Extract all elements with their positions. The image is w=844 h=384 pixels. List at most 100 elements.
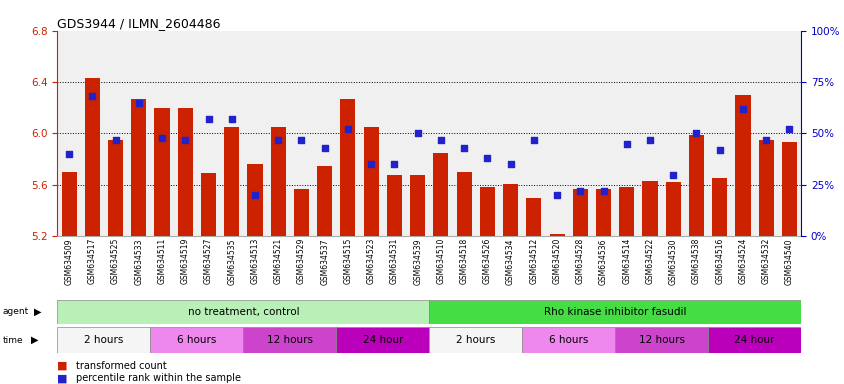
- Text: GSM634523: GSM634523: [366, 238, 376, 285]
- Text: GSM634528: GSM634528: [575, 238, 584, 284]
- Text: GSM634515: GSM634515: [343, 238, 352, 285]
- Point: [619, 141, 633, 147]
- Text: GSM634535: GSM634535: [227, 238, 236, 285]
- Bar: [758, 140, 773, 236]
- Text: GSM634518: GSM634518: [459, 238, 468, 284]
- Bar: [294, 189, 309, 236]
- Bar: [526, 198, 541, 236]
- Bar: [522, 327, 614, 353]
- Text: GSM634514: GSM634514: [621, 238, 630, 285]
- Point: [689, 131, 702, 137]
- Point: [295, 137, 308, 143]
- Text: ▶: ▶: [34, 307, 41, 317]
- Text: GSM634520: GSM634520: [552, 238, 561, 285]
- Bar: [224, 127, 239, 236]
- Text: GSM634517: GSM634517: [88, 238, 97, 285]
- Point: [642, 137, 656, 143]
- Point: [248, 192, 262, 198]
- Bar: [131, 99, 146, 236]
- Bar: [387, 175, 402, 236]
- Text: 2 hours: 2 hours: [84, 335, 123, 345]
- Text: GSM634540: GSM634540: [784, 238, 793, 285]
- Bar: [429, 327, 522, 353]
- Text: agent: agent: [3, 308, 29, 316]
- Text: ▶: ▶: [31, 335, 39, 345]
- Text: GDS3944 / ILMN_2604486: GDS3944 / ILMN_2604486: [57, 17, 220, 30]
- Bar: [707, 327, 800, 353]
- Bar: [270, 127, 285, 236]
- Point: [434, 137, 447, 143]
- Text: 6 hours: 6 hours: [549, 335, 587, 345]
- Bar: [734, 95, 749, 236]
- Text: GSM634537: GSM634537: [320, 238, 329, 285]
- Bar: [336, 327, 429, 353]
- Text: 12 hours: 12 hours: [638, 335, 684, 345]
- Point: [712, 147, 726, 153]
- Text: GSM634538: GSM634538: [691, 238, 701, 285]
- Bar: [572, 189, 587, 236]
- Text: GSM634532: GSM634532: [760, 238, 770, 285]
- Text: ■: ■: [57, 361, 68, 371]
- Text: GSM634521: GSM634521: [273, 238, 283, 284]
- Bar: [429, 300, 800, 324]
- Point: [527, 137, 540, 143]
- Bar: [57, 300, 429, 324]
- Text: no treatment, control: no treatment, control: [187, 307, 299, 317]
- Text: GSM634509: GSM634509: [64, 238, 73, 285]
- Text: GSM634533: GSM634533: [134, 238, 143, 285]
- Bar: [711, 179, 727, 236]
- Point: [132, 99, 145, 106]
- Text: GSM634524: GSM634524: [738, 238, 747, 285]
- Bar: [57, 327, 150, 353]
- Bar: [150, 327, 243, 353]
- Bar: [433, 153, 448, 236]
- Text: GSM634526: GSM634526: [482, 238, 491, 285]
- Text: GSM634516: GSM634516: [714, 238, 723, 285]
- Bar: [62, 172, 77, 236]
- Point: [666, 172, 679, 178]
- Bar: [641, 181, 657, 236]
- Bar: [688, 135, 703, 236]
- Bar: [154, 108, 170, 236]
- Bar: [316, 166, 332, 236]
- Bar: [340, 99, 355, 236]
- Text: transformed count: transformed count: [76, 361, 166, 371]
- Point: [457, 145, 470, 151]
- Point: [202, 116, 215, 122]
- Bar: [614, 327, 707, 353]
- Bar: [502, 184, 517, 236]
- Bar: [247, 164, 262, 236]
- Text: GSM634539: GSM634539: [413, 238, 422, 285]
- Text: GSM634527: GSM634527: [203, 238, 213, 285]
- Point: [735, 106, 749, 112]
- Text: GSM634525: GSM634525: [111, 238, 120, 285]
- Point: [364, 161, 377, 167]
- Point: [341, 126, 354, 132]
- Bar: [781, 142, 796, 236]
- Bar: [665, 182, 680, 236]
- Bar: [409, 175, 425, 236]
- Text: GSM634530: GSM634530: [668, 238, 677, 285]
- Text: GSM634519: GSM634519: [181, 238, 190, 285]
- Text: GSM634511: GSM634511: [157, 238, 166, 284]
- Text: 24 hour: 24 hour: [362, 335, 403, 345]
- Text: 12 hours: 12 hours: [267, 335, 312, 345]
- Bar: [549, 233, 564, 236]
- Text: GSM634531: GSM634531: [389, 238, 398, 285]
- Bar: [595, 189, 610, 236]
- Point: [549, 192, 563, 198]
- Bar: [84, 78, 100, 236]
- Point: [155, 134, 169, 141]
- Bar: [243, 327, 336, 353]
- Text: GSM634512: GSM634512: [528, 238, 538, 284]
- Point: [225, 116, 238, 122]
- Point: [573, 188, 587, 194]
- Text: 2 hours: 2 hours: [456, 335, 495, 345]
- Text: GSM634536: GSM634536: [598, 238, 608, 285]
- Bar: [177, 108, 192, 236]
- Point: [387, 161, 401, 167]
- Point: [480, 155, 494, 161]
- Bar: [201, 173, 216, 236]
- Point: [317, 145, 331, 151]
- Text: ■: ■: [57, 373, 68, 383]
